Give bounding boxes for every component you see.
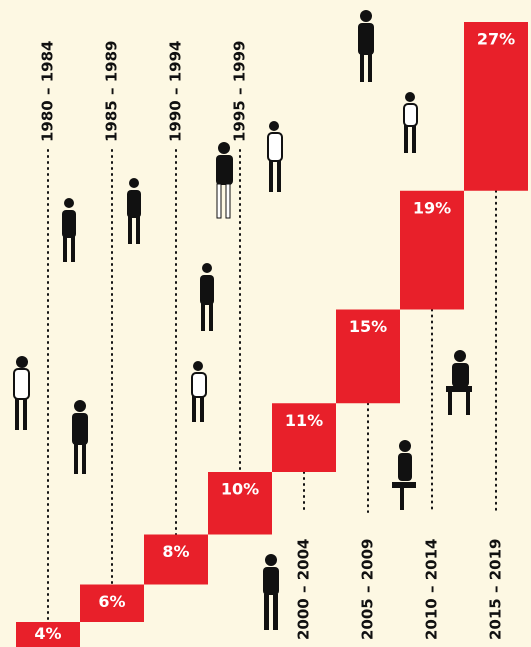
category-label: 2010 – 2014 [423,539,441,640]
category-label: 2000 – 2004 [295,539,313,640]
value-label: 19% [413,198,451,217]
bar [464,22,528,191]
bar [336,309,400,404]
value-label: 15% [349,317,387,336]
value-label: 10% [221,480,259,499]
category-label: 1980 – 1984 [39,41,57,142]
category-label: 1990 – 1994 [167,41,185,142]
bar [400,190,464,310]
bar [208,472,272,535]
bar [144,534,208,585]
silhouettes [13,10,472,630]
bar [80,584,144,622]
category-label: 1985 – 1989 [103,41,121,142]
value-label: 27% [477,30,515,49]
category-label: 2005 – 2009 [359,539,377,640]
value-label: 6% [98,592,125,611]
category-label: 2015 – 2019 [487,539,505,640]
category-label: 1995 – 1999 [231,41,249,142]
bar [16,622,80,647]
value-label: 4% [34,624,61,643]
value-label: 11% [285,411,323,430]
value-label: 8% [162,542,189,561]
bar [272,403,336,472]
